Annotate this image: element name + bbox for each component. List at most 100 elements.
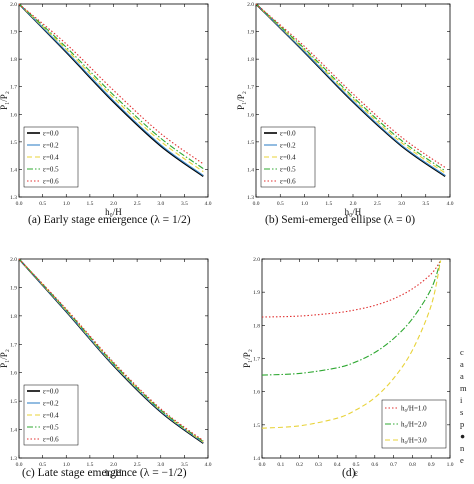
side-char: p bbox=[460, 419, 465, 429]
x-tick-label: 0.5 bbox=[353, 462, 360, 468]
cropped-side-text: c a a m i s p ● n e bbox=[460, 346, 467, 466]
y-tick-label: 1.6 bbox=[253, 390, 260, 396]
y-tick-label: 1.3 bbox=[247, 195, 254, 201]
y-axis-label: P₁/P₂ bbox=[0, 91, 9, 110]
x-tick-label: 0.0 bbox=[16, 462, 23, 468]
x-tick-label: 0.0 bbox=[16, 201, 23, 207]
x-tick-label: 0.1 bbox=[277, 462, 284, 468]
legend-entry: h₀/H=1.0 bbox=[401, 404, 427, 412]
x-tick-label: 0.8 bbox=[409, 462, 416, 468]
x-tick-label: 2.0 bbox=[110, 201, 117, 207]
legend-entry: ε=0.0 bbox=[43, 129, 59, 137]
y-tick-label: 1.9 bbox=[253, 290, 260, 296]
legend-entry: ε=0.5 bbox=[43, 423, 59, 431]
x-tick-label: 0.5 bbox=[277, 201, 284, 207]
legend-entry: ε=0.2 bbox=[43, 399, 59, 407]
series-line bbox=[261, 260, 442, 429]
y-tick-label: 1.4 bbox=[253, 456, 260, 462]
x-tick-label: 1.0 bbox=[63, 462, 70, 468]
legend-box bbox=[23, 384, 79, 446]
side-char: e bbox=[460, 455, 464, 465]
x-tick-label: 1.0 bbox=[63, 201, 70, 207]
legend-entry: ε=0.6 bbox=[280, 177, 296, 185]
chart-panel-a: 0.0 0.5 1.0 1.5 2.0 2.5 3.0 3.5 4.0 1.3 1.4 1.5 1.6 1… bbox=[0, 2, 212, 217]
series-line bbox=[261, 260, 442, 376]
y-axis-label: P₁/P₂ bbox=[242, 349, 252, 368]
side-char: a bbox=[460, 359, 464, 369]
series-line bbox=[255, 3, 446, 174]
x-tick-label: 4.0 bbox=[205, 201, 212, 207]
legend-entry: h₀/H=3.0 bbox=[401, 436, 427, 444]
y-tick-label: 1.4 bbox=[247, 167, 254, 173]
x-tick-label: 2.5 bbox=[134, 462, 141, 468]
y-tick-label: 1.8 bbox=[253, 323, 260, 329]
series-line bbox=[18, 3, 204, 165]
y-tick-label: 1.8 bbox=[10, 314, 17, 320]
y-tick-label: 2.0 bbox=[253, 257, 260, 263]
y-tick-label: 1.9 bbox=[10, 30, 17, 36]
y-tick-label: 1.4 bbox=[10, 428, 17, 434]
y-tick-label: 2.0 bbox=[10, 257, 17, 263]
series-line bbox=[18, 3, 204, 173]
caption-b: (b) Semi-emerged ellipse (λ = 0) bbox=[265, 214, 416, 226]
x-tick-label: 2.5 bbox=[134, 201, 141, 207]
x-tick-label: 2.5 bbox=[374, 201, 381, 207]
x-tick-label: 2.0 bbox=[110, 462, 117, 468]
x-tick-label: 1.5 bbox=[86, 462, 93, 468]
x-tick-label: 0.9 bbox=[428, 462, 435, 468]
x-tick-label: 3.0 bbox=[157, 462, 164, 468]
y-tick-label: 1.5 bbox=[247, 140, 254, 146]
legend-box bbox=[260, 126, 316, 188]
x-axis-label: ε bbox=[354, 468, 358, 478]
x-tick-label: 0.5 bbox=[39, 462, 46, 468]
series-line bbox=[18, 258, 204, 444]
legend-entry: ε=0.0 bbox=[280, 129, 296, 137]
legend-entry: ε=0.4 bbox=[43, 411, 59, 419]
x-axis-label: h₀/H bbox=[345, 207, 362, 217]
x-tick-label: 4.0 bbox=[205, 462, 212, 468]
x-axis-label: h₀/H bbox=[105, 207, 122, 217]
y-tick-label: 1.6 bbox=[10, 112, 17, 118]
x-tick-label: 3.0 bbox=[157, 201, 164, 207]
legend-entry: ε=0.4 bbox=[280, 153, 296, 161]
side-char: m bbox=[460, 383, 467, 393]
x-tick-label: 0.0 bbox=[253, 201, 260, 207]
series-line bbox=[18, 258, 204, 442]
caption-c: (c) Late stage emergence (λ = −1/2) bbox=[22, 467, 187, 479]
legend-entry: ε=0.5 bbox=[280, 165, 296, 173]
y-tick-label: 1.9 bbox=[247, 30, 254, 36]
caption-a: (a) Early stage emergence (λ = 1/2) bbox=[28, 214, 191, 226]
y-axis-label: P₁/P₂ bbox=[236, 91, 246, 110]
x-tick-label: 3.5 bbox=[422, 201, 429, 207]
legend-entry: ε=0.6 bbox=[43, 177, 59, 185]
series-line bbox=[18, 3, 204, 170]
x-tick-label: 3.5 bbox=[181, 201, 188, 207]
x-tick-label: 0.5 bbox=[39, 201, 46, 207]
x-tick-label: 0.6 bbox=[371, 462, 378, 468]
y-tick-label: 1.6 bbox=[10, 371, 17, 377]
x-tick-label: 0.3 bbox=[315, 462, 322, 468]
y-tick-label: 2.0 bbox=[247, 2, 254, 8]
x-tick-label: 3.5 bbox=[181, 462, 188, 468]
side-char: i bbox=[460, 395, 463, 405]
y-tick-label: 1.5 bbox=[10, 140, 17, 146]
x-tick-label: 1.5 bbox=[325, 201, 332, 207]
y-tick-label: 1.3 bbox=[10, 195, 17, 201]
y-tick-label: 1.3 bbox=[10, 456, 17, 462]
y-tick-label: 1.6 bbox=[247, 112, 254, 118]
x-tick-label: 3.0 bbox=[398, 201, 405, 207]
legend-entry: ε=0.6 bbox=[43, 435, 59, 443]
x-tick-label: 0.2 bbox=[296, 462, 303, 468]
y-tick-label: 1.4 bbox=[10, 167, 17, 173]
x-tick-label: 1.0 bbox=[447, 462, 454, 468]
series-line bbox=[255, 3, 446, 176]
x-tick-label: 2.0 bbox=[350, 201, 357, 207]
y-tick-label: 1.8 bbox=[10, 57, 17, 63]
chart-panel-b: 0.0 0.5 1.0 1.5 2.0 2.5 3.0 3.5 4.0 1.3 1.4 1.5 1.6 1… bbox=[236, 2, 454, 217]
x-tick-label: 0.4 bbox=[334, 462, 341, 468]
y-tick-label: 1.7 bbox=[247, 85, 254, 91]
x-tick-label: 1.0 bbox=[301, 201, 308, 207]
side-char: ● bbox=[460, 431, 466, 441]
y-tick-label: 1.9 bbox=[10, 285, 17, 291]
